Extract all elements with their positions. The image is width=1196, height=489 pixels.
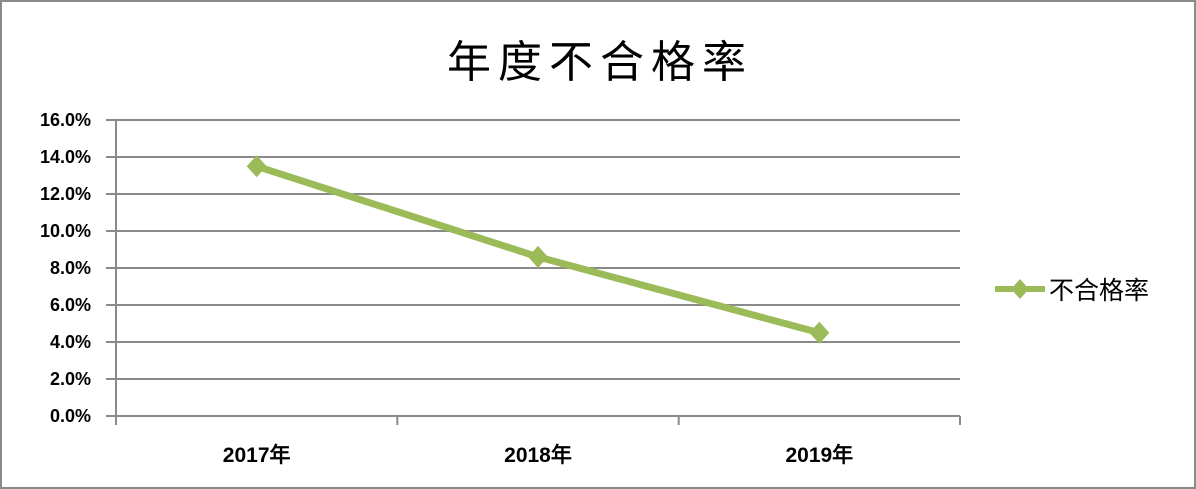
legend-label: 不合格率 bbox=[1049, 278, 1150, 305]
y-tick-label: 0.0% bbox=[49, 406, 91, 426]
x-tick-label: 2018年 bbox=[504, 444, 572, 467]
plot-area bbox=[106, 119, 961, 425]
y-tick-label: 2.0% bbox=[49, 369, 91, 389]
y-tick-label: 8.0% bbox=[49, 258, 91, 278]
chart-title: 年度不合格率 bbox=[447, 38, 753, 87]
y-tick-label: 10.0% bbox=[39, 221, 91, 241]
y-tick-label: 4.0% bbox=[49, 332, 91, 352]
y-tick-label: 12.0% bbox=[39, 184, 91, 204]
y-tick-label: 16.0% bbox=[39, 110, 91, 130]
y-tick-label: 6.0% bbox=[49, 295, 91, 315]
x-tick-label: 2017年 bbox=[222, 444, 291, 467]
legend-line-marker-icon bbox=[995, 279, 1045, 299]
y-tick-label: 14.0% bbox=[39, 147, 91, 167]
legend: 不合格率 bbox=[995, 273, 1149, 305]
x-tick-label: 2019年 bbox=[785, 444, 854, 467]
